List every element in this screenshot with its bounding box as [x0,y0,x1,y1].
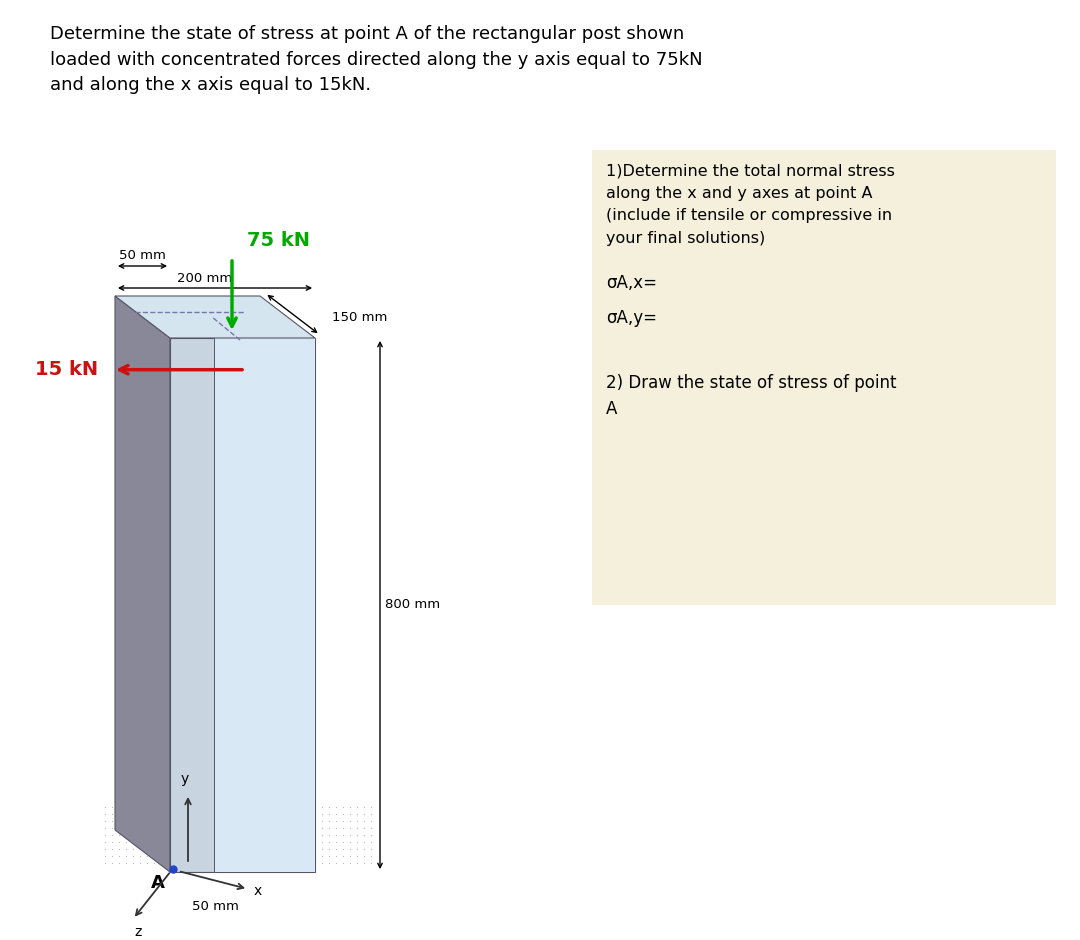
Text: σA,y=: σA,y= [606,309,657,327]
Text: 50 mm: 50 mm [191,900,239,913]
Text: 200 mm: 200 mm [177,272,232,285]
Polygon shape [214,338,315,872]
Text: A: A [151,874,165,892]
Text: 75 kN: 75 kN [247,231,310,250]
Text: 2) Draw the state of stress of point
A: 2) Draw the state of stress of point A [606,374,896,418]
Polygon shape [114,296,170,872]
Polygon shape [170,338,315,872]
FancyBboxPatch shape [592,150,1056,605]
Text: 800 mm: 800 mm [384,599,441,612]
Text: 50 mm: 50 mm [119,249,166,262]
Text: Determine the state of stress at point A of the rectangular post shown
loaded wi: Determine the state of stress at point A… [50,25,703,94]
Text: y: y [180,772,189,786]
Polygon shape [114,296,315,338]
Text: 150 mm: 150 mm [332,311,388,324]
Text: 1)Determine the total normal stress
along the x and y axes at point A
(include i: 1)Determine the total normal stress alon… [606,164,895,245]
Text: 15 kN: 15 kN [35,360,98,379]
Text: x: x [254,884,262,898]
Text: z: z [134,925,141,939]
Text: σA,x=: σA,x= [606,274,657,292]
